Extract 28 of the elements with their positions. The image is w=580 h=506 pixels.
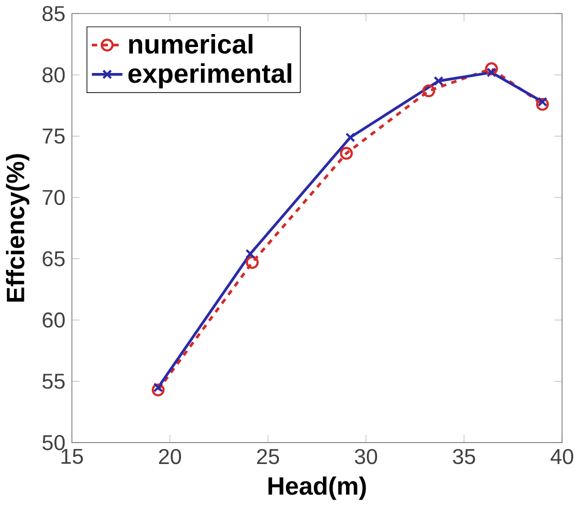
y-tick-label: 85 [42, 6, 65, 22]
point [536, 98, 549, 111]
y-tick-label: 65 [42, 251, 65, 266]
y-tick-label: 80 [42, 67, 65, 83]
point [245, 249, 256, 259]
point [340, 146, 353, 160]
y-tick-label: 55 [42, 374, 65, 389]
point [345, 132, 356, 142]
legend-label: numerical [129, 34, 252, 54]
y-tick-label: 75 [42, 128, 65, 144]
point [422, 84, 436, 98]
x-tick-label: 30 [354, 449, 378, 464]
point [434, 76, 444, 86]
x-tick-label: 40 [550, 449, 574, 464]
y-tick-label: 50 [42, 435, 65, 450]
point [485, 62, 498, 76]
point [153, 382, 164, 392]
x-axis-title: Head(m) [268, 476, 366, 500]
point [246, 256, 259, 269]
x-tick-label: 35 [452, 449, 476, 464]
x-tick-label: 15 [62, 449, 83, 464]
x-tick-label: 20 [159, 449, 182, 464]
x-tick-label: 25 [257, 449, 279, 464]
y-axis-title: Effciency(%) [6, 154, 30, 302]
y-tick-label: 60 [42, 312, 65, 328]
y-tick-label: 70 [42, 190, 65, 206]
legend-label: experimental [128, 63, 292, 88]
point [152, 384, 165, 396]
